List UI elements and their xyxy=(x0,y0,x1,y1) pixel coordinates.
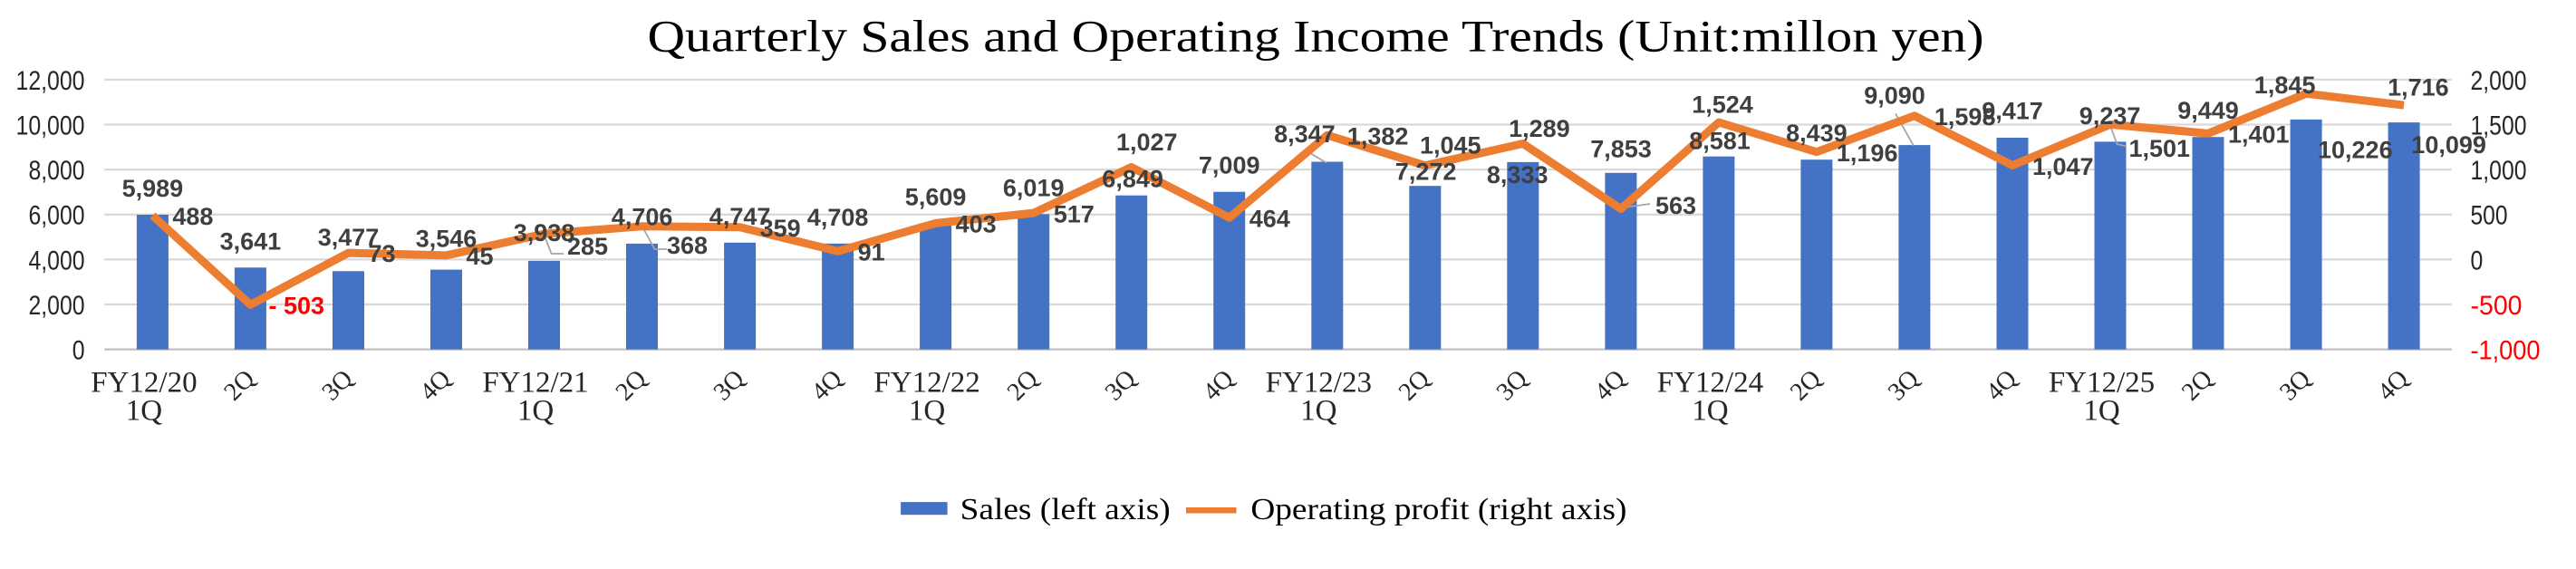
svg-text:Sales (left axis): Sales (left axis) xyxy=(960,493,1171,526)
svg-text:8,333: 8,333 xyxy=(1487,161,1548,188)
svg-text:4,708: 4,708 xyxy=(807,204,869,231)
svg-text:1,289: 1,289 xyxy=(1509,115,1570,142)
svg-text:9,237: 9,237 xyxy=(2079,102,2141,130)
svg-text:FY12/22: FY12/22 xyxy=(873,366,979,399)
svg-text:45: 45 xyxy=(467,243,494,270)
svg-text:1Q: 1Q xyxy=(2083,394,2120,427)
svg-text:10,226: 10,226 xyxy=(2318,136,2393,163)
svg-text:1Q: 1Q xyxy=(909,394,946,427)
svg-text:10,099: 10,099 xyxy=(2411,131,2486,159)
svg-text:359: 359 xyxy=(760,215,801,242)
svg-text:1Q: 1Q xyxy=(1300,394,1337,427)
svg-text:8,581: 8,581 xyxy=(1689,128,1751,155)
svg-text:1,196: 1,196 xyxy=(1837,140,1898,167)
svg-text:5,989: 5,989 xyxy=(122,175,184,202)
svg-text:-1,000: -1,000 xyxy=(2471,336,2541,366)
svg-text:9,449: 9,449 xyxy=(2177,97,2239,124)
svg-text:1,716: 1,716 xyxy=(2388,74,2449,101)
svg-text:FY12/25: FY12/25 xyxy=(2049,366,2155,399)
svg-text:1Q: 1Q xyxy=(517,394,555,427)
svg-text:285: 285 xyxy=(567,233,608,260)
svg-text:FY12/23: FY12/23 xyxy=(1266,366,1372,399)
svg-text:3,546: 3,546 xyxy=(416,226,478,253)
svg-text:4,747: 4,747 xyxy=(709,203,771,230)
svg-text:1,045: 1,045 xyxy=(1420,132,1481,159)
svg-text:4,000: 4,000 xyxy=(29,246,85,275)
svg-text:Operating profit (right axis): Operating profit (right axis) xyxy=(1250,493,1626,526)
svg-text:0: 0 xyxy=(2471,246,2484,275)
svg-text:3,641: 3,641 xyxy=(220,227,282,255)
svg-text:464: 464 xyxy=(1249,206,1290,233)
svg-text:4,706: 4,706 xyxy=(612,204,673,231)
svg-text:3,477: 3,477 xyxy=(318,224,380,251)
svg-text:488: 488 xyxy=(172,203,213,230)
svg-text:1,598: 1,598 xyxy=(1934,103,1996,130)
svg-text:1,500: 1,500 xyxy=(2471,111,2527,140)
svg-text:5,609: 5,609 xyxy=(905,183,967,210)
svg-text:1Q: 1Q xyxy=(126,394,163,427)
svg-text:500: 500 xyxy=(2471,201,2508,231)
svg-text:6,019: 6,019 xyxy=(1003,174,1065,201)
svg-text:7,272: 7,272 xyxy=(1395,159,1457,186)
svg-text:8,439: 8,439 xyxy=(1786,120,1848,147)
svg-text:2,000: 2,000 xyxy=(29,291,85,321)
svg-text:1,501: 1,501 xyxy=(2129,135,2191,162)
svg-text:FY12/20: FY12/20 xyxy=(91,366,197,399)
svg-text:8,000: 8,000 xyxy=(29,156,85,186)
svg-text:6,849: 6,849 xyxy=(1102,166,1163,193)
svg-text:2,000: 2,000 xyxy=(2471,66,2527,96)
svg-text:10,000: 10,000 xyxy=(16,111,85,140)
svg-text:1,000: 1,000 xyxy=(2471,156,2527,186)
svg-text:9,090: 9,090 xyxy=(1864,82,1925,109)
svg-text:FY12/21: FY12/21 xyxy=(482,366,588,399)
svg-text:FY12/24: FY12/24 xyxy=(1657,366,1763,399)
svg-text:3,938: 3,938 xyxy=(514,219,575,246)
svg-text:1,524: 1,524 xyxy=(1692,91,1753,118)
svg-text:12,000: 12,000 xyxy=(16,66,85,96)
svg-text:368: 368 xyxy=(667,232,708,259)
svg-text:1,027: 1,027 xyxy=(1116,129,1178,156)
svg-text:403: 403 xyxy=(956,211,997,238)
svg-text:1,401: 1,401 xyxy=(2228,121,2290,149)
svg-text:1,047: 1,047 xyxy=(2032,153,2094,180)
svg-text:8,347: 8,347 xyxy=(1274,121,1336,148)
svg-text:91: 91 xyxy=(858,239,885,266)
svg-text:- 503: - 503 xyxy=(269,293,325,320)
svg-text:563: 563 xyxy=(1655,192,1696,219)
svg-text:Quarterly Sales and Operating: Quarterly Sales and Operating Income Tre… xyxy=(648,11,1984,62)
svg-text:-500: -500 xyxy=(2471,291,2523,321)
svg-text:0: 0 xyxy=(72,336,85,366)
svg-text:7,853: 7,853 xyxy=(1590,136,1652,163)
svg-text:1Q: 1Q xyxy=(1692,394,1729,427)
svg-text:6,000: 6,000 xyxy=(29,201,85,231)
svg-text:73: 73 xyxy=(369,240,396,267)
svg-text:1,845: 1,845 xyxy=(2254,72,2316,99)
svg-text:517: 517 xyxy=(1054,200,1095,227)
svg-text:9,417: 9,417 xyxy=(1982,98,2043,125)
svg-text:7,009: 7,009 xyxy=(1199,152,1260,179)
svg-text:1,382: 1,382 xyxy=(1347,123,1409,150)
